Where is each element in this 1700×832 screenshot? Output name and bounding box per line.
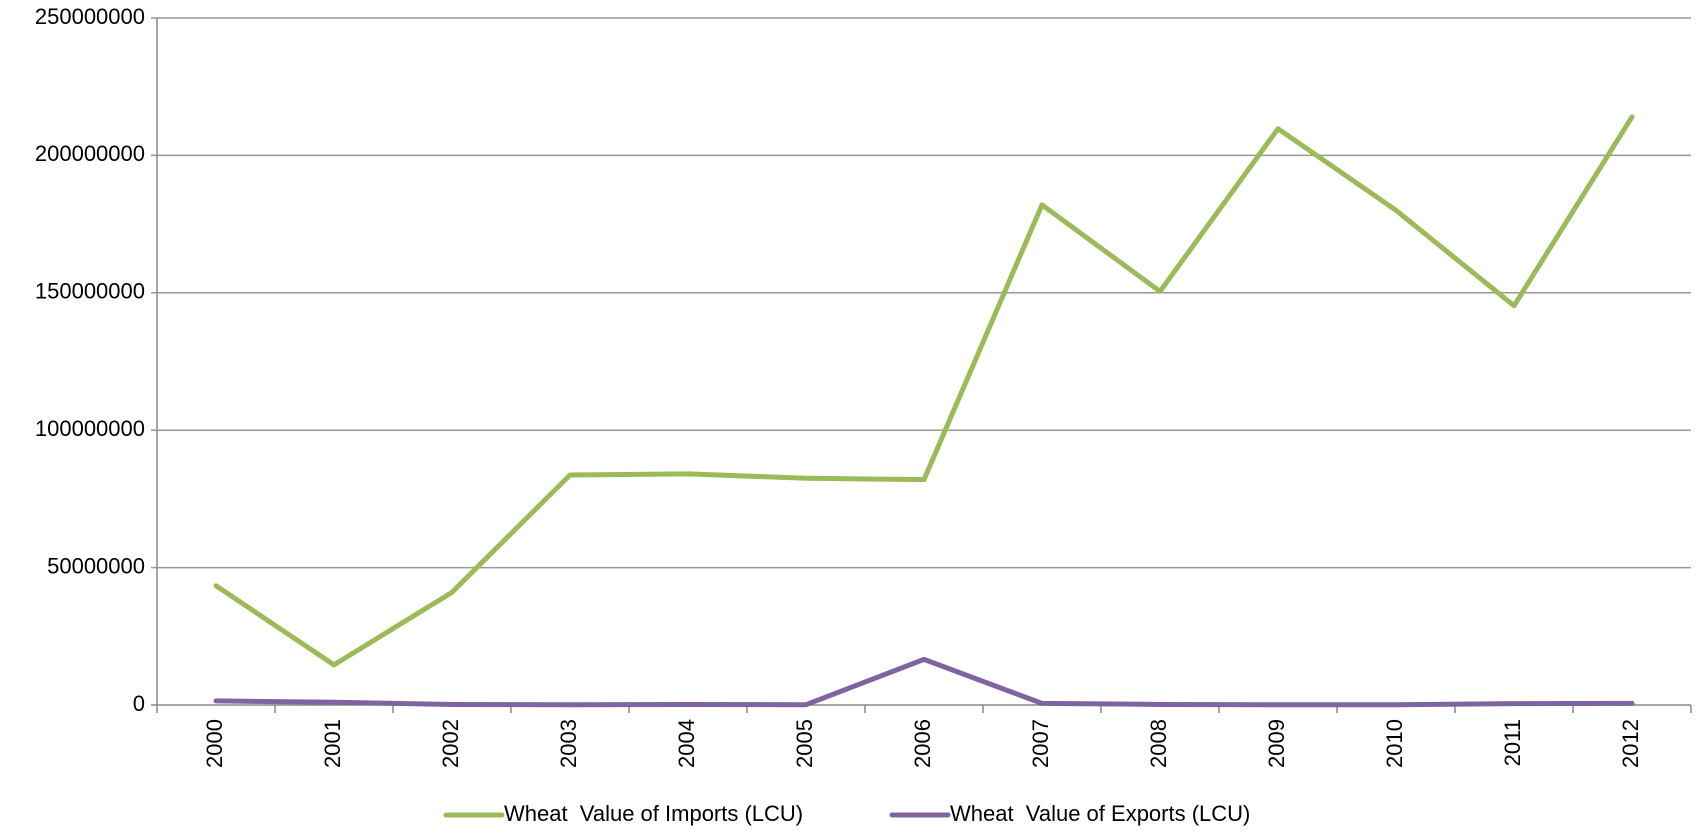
x-tick-label: 2002	[438, 719, 463, 768]
x-tick-label: 2001	[320, 719, 345, 768]
legend-label: Wheat Value of Imports (LCU)	[504, 801, 803, 826]
y-tick-label: 150000000	[35, 279, 145, 304]
x-tick-label: 2011	[1500, 719, 1525, 766]
x-tick-label: 2006	[910, 719, 935, 768]
x-tick-label: 2010	[1382, 719, 1407, 768]
y-tick-label: 200000000	[35, 141, 145, 166]
x-tick-label: 2000	[202, 719, 227, 768]
y-tick-label: 100000000	[35, 416, 145, 441]
data-line	[213, 114, 1635, 668]
x-tick-label: 2004	[674, 719, 699, 768]
x-tick-label: 2005	[792, 719, 817, 768]
x-tick-label: 2009	[1264, 719, 1289, 768]
x-tick-label: 2007	[1028, 719, 1053, 768]
x-tick-label: 2008	[1146, 719, 1171, 768]
y-tick-label: 250000000	[35, 4, 145, 29]
x-tick-label: 2003	[556, 719, 581, 768]
y-tick-label: 50000000	[47, 553, 145, 578]
legend-label: Wheat Value of Exports (LCU)	[950, 801, 1250, 826]
y-tick-label: 0	[133, 691, 145, 716]
data-line	[213, 656, 1635, 708]
x-tick-label: 2012	[1618, 719, 1643, 768]
